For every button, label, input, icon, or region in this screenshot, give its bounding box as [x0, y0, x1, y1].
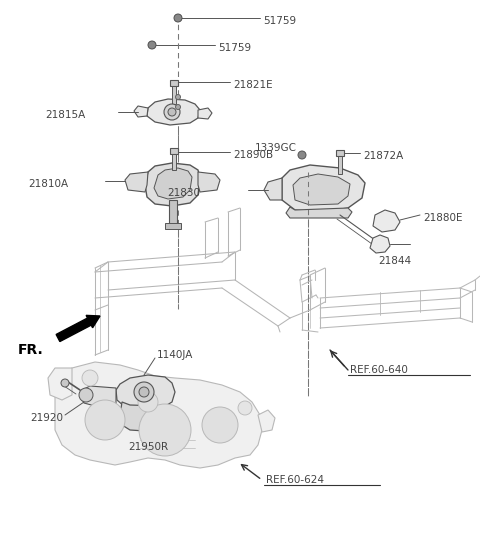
Text: 21830: 21830 [167, 188, 200, 198]
Circle shape [138, 392, 158, 412]
Polygon shape [80, 386, 116, 406]
Polygon shape [154, 168, 192, 199]
Polygon shape [120, 402, 170, 432]
Text: 21810A: 21810A [28, 179, 68, 189]
Polygon shape [293, 174, 350, 205]
Polygon shape [125, 172, 148, 192]
Text: 21844: 21844 [378, 256, 411, 266]
Text: 1140JA: 1140JA [157, 350, 193, 360]
Circle shape [202, 407, 238, 443]
Circle shape [298, 151, 306, 159]
Text: 21815A: 21815A [45, 110, 85, 120]
Circle shape [238, 401, 252, 415]
Bar [170, 80, 178, 86]
Bar [172, 154, 176, 170]
Text: 51759: 51759 [263, 16, 296, 26]
Polygon shape [147, 99, 200, 125]
Circle shape [82, 370, 98, 386]
Polygon shape [286, 207, 352, 218]
Bar [338, 156, 342, 174]
Bar [172, 86, 176, 104]
Polygon shape [370, 235, 390, 253]
Text: 21872A: 21872A [363, 151, 403, 161]
Bar [169, 200, 177, 228]
Polygon shape [134, 106, 148, 117]
Circle shape [148, 42, 156, 49]
Polygon shape [373, 210, 400, 232]
Text: 21890B: 21890B [233, 150, 273, 160]
Circle shape [164, 104, 180, 120]
Circle shape [139, 404, 191, 456]
Polygon shape [145, 163, 200, 206]
FancyArrow shape [56, 315, 100, 342]
Circle shape [134, 382, 154, 402]
Circle shape [85, 400, 125, 440]
Circle shape [148, 41, 156, 49]
Text: 1339GC: 1339GC [255, 143, 297, 153]
Polygon shape [198, 172, 220, 192]
Circle shape [176, 94, 180, 100]
Circle shape [61, 379, 69, 387]
Bar [170, 148, 178, 154]
Polygon shape [258, 410, 275, 432]
Circle shape [139, 387, 149, 397]
Polygon shape [48, 368, 72, 400]
Circle shape [176, 105, 180, 109]
Text: FR.: FR. [18, 343, 44, 357]
Circle shape [175, 15, 181, 22]
Text: 51759: 51759 [218, 43, 251, 53]
Circle shape [79, 388, 93, 402]
Text: 21821E: 21821E [233, 80, 273, 90]
Polygon shape [116, 375, 175, 410]
Text: 21920: 21920 [30, 413, 63, 423]
Polygon shape [198, 108, 212, 119]
Circle shape [174, 14, 182, 22]
Text: 21950R: 21950R [128, 442, 168, 452]
Text: 21880E: 21880E [423, 213, 463, 223]
Text: REF.60-624: REF.60-624 [266, 475, 324, 485]
Polygon shape [264, 178, 282, 200]
Bar [336, 150, 344, 156]
Circle shape [168, 108, 176, 116]
Polygon shape [282, 165, 365, 212]
Bar [165, 223, 181, 229]
Polygon shape [55, 362, 262, 468]
Text: REF.60-640: REF.60-640 [350, 365, 408, 375]
